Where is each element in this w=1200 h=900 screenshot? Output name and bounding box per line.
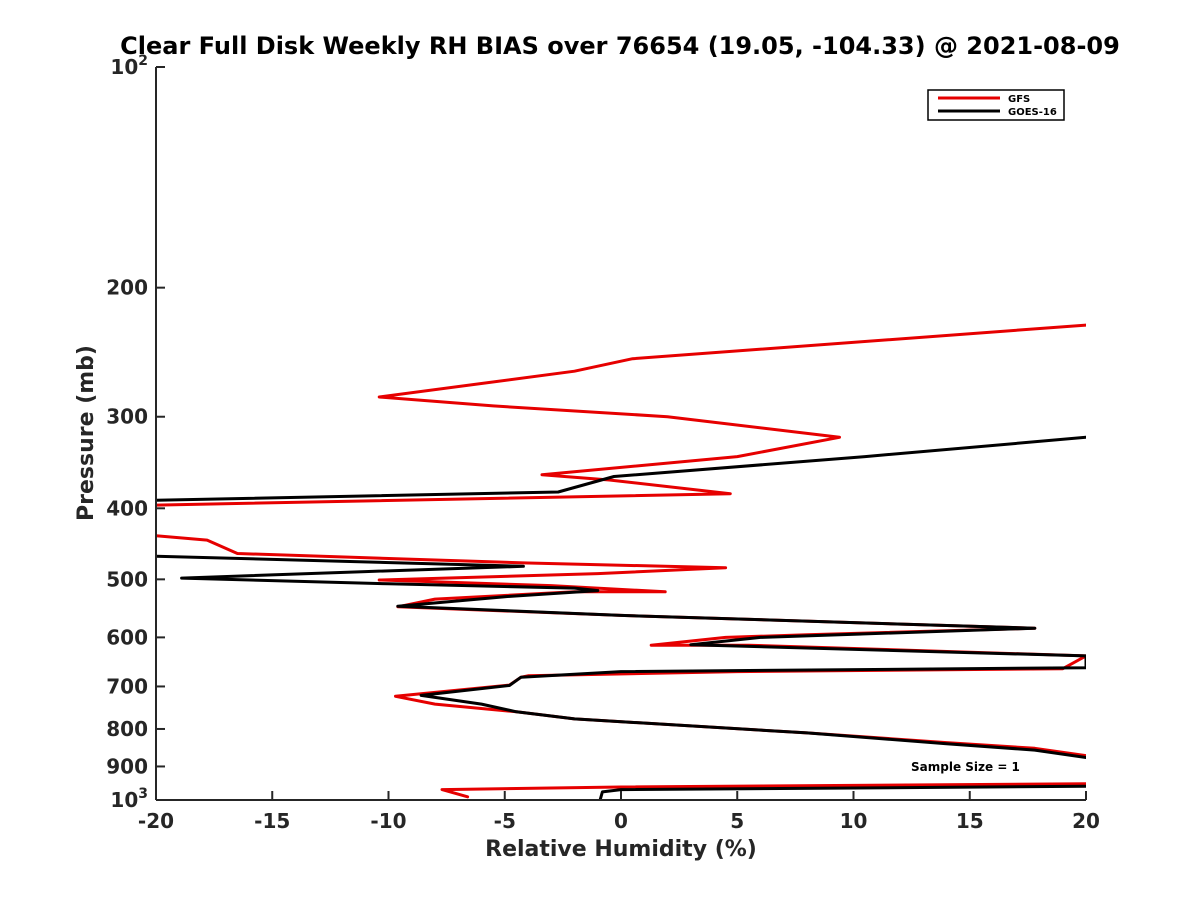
x-tick-label: -20 <box>138 809 174 833</box>
y-tick-label: 600 <box>106 625 148 649</box>
legend-label: GOES-16 <box>1008 107 1057 118</box>
x-tick-label: 10 <box>840 809 868 833</box>
series-line-goes-16 <box>156 435 1086 800</box>
y-tick-label: 800 <box>106 717 148 741</box>
y-tick-label: 103 <box>110 786 148 812</box>
y-tick-label: 900 <box>106 754 148 778</box>
y-tick-label: 200 <box>106 276 148 300</box>
chart-title: Clear Full Disk Weekly RH BIAS over 7665… <box>120 32 1120 60</box>
x-tick-label: -10 <box>370 809 406 833</box>
y-tick-label: 102 <box>110 53 148 79</box>
series-line-gfs <box>156 323 1086 799</box>
y-tick-label: 500 <box>106 567 148 591</box>
legend-label: GFS <box>1008 94 1030 105</box>
y-tick-label: 700 <box>106 674 148 698</box>
x-tick-label: 15 <box>956 809 984 833</box>
y-tick-label: 300 <box>106 405 148 429</box>
y-axis-label: Pressure (mb) <box>74 345 99 521</box>
x-tick-label: 20 <box>1072 809 1100 833</box>
x-tick-label: 0 <box>614 809 628 833</box>
x-tick-labels: -20 -15 -10 -5 0 5 10 15 20 <box>138 809 1100 833</box>
legend: GFS GOES-16 <box>927 89 1065 121</box>
y-tick-label: 400 <box>106 496 148 520</box>
x-tick-label: -15 <box>254 809 290 833</box>
x-tick-label: -5 <box>494 809 516 833</box>
legend-box <box>927 89 1065 121</box>
axes-layer <box>155 66 1087 801</box>
y-tick-labels: 102 200 300 400 500 600 700 800 900 103 <box>106 53 148 812</box>
x-tick-label: 5 <box>730 809 744 833</box>
sample-size-annotation: Sample Size = 1 <box>911 760 1020 774</box>
plot-frame-bg <box>156 67 1086 800</box>
x-axis-label: Relative Humidity (%) <box>485 837 757 862</box>
series-layer <box>156 323 1086 800</box>
